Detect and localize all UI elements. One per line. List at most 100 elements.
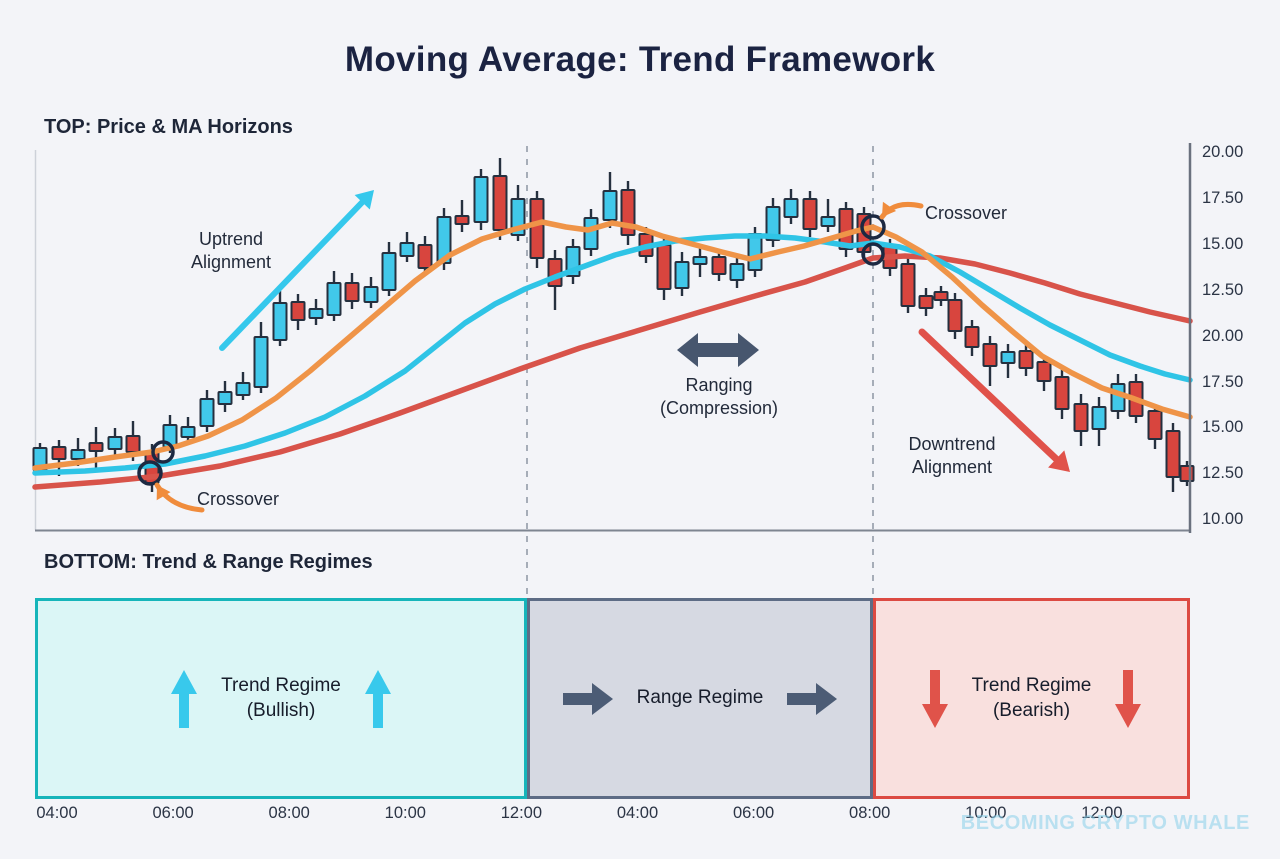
candle (1073, 394, 1089, 446)
crossover-left-arrow (154, 482, 205, 513)
candle (602, 172, 618, 228)
x-axis-tick: 04:00 (36, 804, 78, 822)
candle (1179, 461, 1195, 486)
candle (180, 417, 196, 444)
candle (381, 242, 397, 296)
ranging-double-arrow (677, 333, 759, 367)
candle (272, 291, 288, 346)
crossover-circle-marker (861, 242, 885, 266)
range-regime-box: Range Regime (527, 598, 873, 799)
candle (326, 271, 342, 321)
candle (1000, 344, 1016, 378)
x-axis-tick: 04:00 (616, 804, 659, 822)
candle (363, 277, 379, 308)
candle (802, 191, 818, 237)
downtrend-alignment-label: Downtrend Alignment (908, 434, 996, 478)
crossover-circle-marker (137, 460, 163, 486)
candle (711, 249, 727, 281)
down-arrow-icon (1115, 669, 1142, 728)
candle (473, 169, 489, 230)
candle (235, 372, 251, 400)
y-axis-tick: 15.00 (1202, 234, 1244, 253)
y-axis-tick: 12.50 (1202, 464, 1244, 483)
crossover-right-arrow (879, 201, 924, 220)
downtrend-arrow (918, 328, 1070, 472)
slow-ma-line (32, 253, 1193, 490)
candle (1036, 355, 1052, 391)
candle (70, 438, 86, 466)
right-arrow-icon (562, 682, 613, 715)
ranging-compression-label: Ranging (Compression) (659, 375, 779, 419)
x-axis-tick: 08:00 (849, 804, 891, 822)
candle (1091, 397, 1107, 446)
down-arrow-icon (921, 669, 948, 728)
candle (964, 320, 980, 356)
candle (529, 191, 545, 268)
candles (32, 158, 1195, 492)
candle (674, 252, 690, 296)
up-arrow-icon (171, 669, 198, 728)
candle (1165, 423, 1181, 492)
y-axis-tick: 20.00 (1202, 326, 1244, 345)
uptrend-arrow (219, 190, 374, 351)
y-axis-tick: 12.50 (1202, 280, 1244, 299)
candle (1018, 344, 1034, 376)
crossover-left-label: Crossover (197, 489, 280, 509)
x-axis-tick: 12:00 (500, 804, 543, 822)
bearish-trend-regime-box: Trend Regime (Bearish) (873, 598, 1190, 799)
candle (918, 288, 934, 316)
candle (217, 381, 233, 412)
right-arrow-icon (787, 682, 838, 715)
candle (620, 181, 636, 245)
watermark: BECOMING CRYPTO WHALE (960, 812, 1250, 834)
candle (765, 198, 781, 247)
candle (253, 322, 269, 393)
candle (729, 256, 745, 288)
candle (656, 238, 672, 300)
regime-label: Trend Regime (Bullish) (221, 674, 341, 721)
y-axis-tick: 17.50 (1202, 372, 1244, 391)
candle (199, 390, 215, 432)
crossover-circle-marker (860, 214, 886, 240)
x-axis-tick: 08:00 (268, 804, 310, 822)
candle (933, 286, 949, 306)
candle (417, 236, 433, 276)
regime-label: Trend Regime (Bearish) (971, 674, 1092, 721)
fast-ma-line (32, 219, 1193, 471)
crossover-circle-marker (151, 440, 175, 464)
candle (820, 199, 836, 232)
uptrend-alignment-label: Uptrend Alignment (190, 229, 272, 273)
candle (982, 336, 998, 386)
y-axis-tick: 15.00 (1202, 418, 1244, 437)
chart-root (32, 143, 1195, 597)
y-axis-tick: 17.50 (1202, 188, 1244, 207)
candle (900, 257, 916, 313)
candle (947, 293, 963, 339)
candle (125, 421, 141, 461)
x-axis-tick: 10:00 (384, 804, 426, 822)
regime-label: Range Regime (636, 687, 764, 709)
candle (1147, 404, 1163, 449)
candle (344, 273, 360, 309)
candle (290, 294, 306, 330)
page-title: Moving Average: Trend Framework (344, 40, 936, 79)
candle (565, 239, 581, 284)
candle (107, 428, 123, 457)
candle (454, 200, 470, 232)
candle (510, 185, 526, 241)
candle (692, 247, 708, 277)
candle (1054, 369, 1070, 419)
bottom-section-heading: BOTTOM: Trend & Range Regimes (44, 551, 373, 573)
y-axis-tick: 10.00 (1202, 510, 1244, 529)
crossover-right-label: Crossover (925, 203, 1008, 223)
candle (838, 202, 854, 257)
candle (783, 189, 799, 224)
candle (492, 158, 508, 240)
x-axis-tick: 10:00 (965, 804, 1007, 822)
y-axis-tick: 20.00 (1202, 143, 1244, 161)
candle (399, 232, 415, 262)
x-axis-tick: 06:00 (152, 804, 194, 822)
x-axis-tick: 12:00 (1081, 804, 1123, 822)
bullish-trend-regime-box: Trend Regime (Bullish) (35, 598, 527, 799)
